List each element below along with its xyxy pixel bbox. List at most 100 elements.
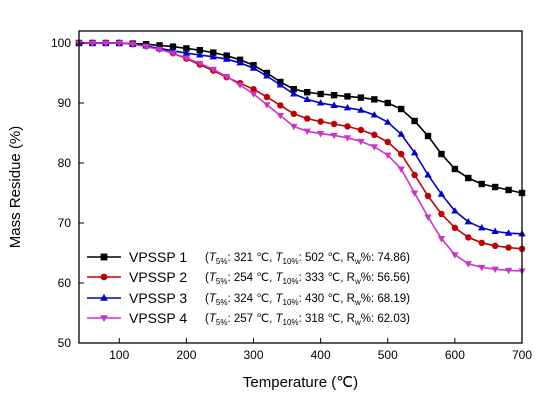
- plot-layer: [75, 39, 526, 275]
- data-point: [357, 138, 365, 146]
- data-point: [491, 242, 499, 249]
- data-point: [182, 55, 191, 62]
- legend-series-name: VPSSP 4: [129, 310, 187, 326]
- x-axis-label: Temperature (℃): [243, 374, 358, 391]
- data-point: [249, 64, 258, 71]
- y-axis-label: Mass Residue (%): [7, 126, 24, 249]
- data-point: [236, 82, 244, 89]
- data-point: [303, 95, 311, 102]
- x-tick-label: 100: [109, 348, 129, 362]
- data-point: [424, 171, 432, 178]
- data-point: [384, 118, 392, 125]
- data-point: [330, 101, 338, 108]
- x-tick-label: 200: [176, 348, 196, 362]
- data-point: [451, 252, 459, 259]
- data-point: [209, 52, 217, 60]
- legend-marker: [100, 315, 108, 323]
- data-point: [410, 148, 419, 156]
- series-line: [79, 42, 523, 194]
- y-tick-label: 60: [58, 276, 72, 290]
- data-point: [102, 40, 110, 47]
- data-point: [357, 94, 365, 101]
- legend-series-name: VPSSP 1: [129, 249, 187, 265]
- x-tick-label: 500: [378, 348, 398, 362]
- data-point: [491, 183, 499, 191]
- data-point: [410, 190, 419, 197]
- data-point: [209, 66, 217, 74]
- data-point: [115, 40, 123, 47]
- data-point: [142, 44, 150, 51]
- series-4: [75, 40, 526, 275]
- y-tick-label: 70: [58, 216, 72, 230]
- data-point: [370, 111, 379, 118]
- data-point: [250, 86, 257, 93]
- data-point: [330, 92, 338, 99]
- legend-marker: [100, 253, 108, 261]
- data-point: [397, 166, 405, 173]
- data-point: [210, 49, 217, 56]
- data-point: [357, 126, 365, 134]
- data-point: [437, 236, 446, 243]
- data-point: [196, 51, 204, 58]
- x-tick-label: 400: [311, 348, 331, 362]
- data-point: [88, 40, 97, 47]
- data-point: [316, 131, 325, 138]
- y-tick-label: 80: [58, 156, 72, 170]
- data-point: [303, 128, 311, 136]
- data-point: [424, 192, 432, 200]
- legend-annotation: (T5%: 257 ℃, T10%: 318 ℃, Rw%: 62.03): [205, 313, 410, 327]
- data-point: [317, 118, 324, 125]
- data-point: [411, 117, 418, 125]
- data-point: [411, 171, 418, 179]
- data-point: [316, 99, 325, 106]
- data-point: [491, 266, 499, 274]
- data-point: [304, 115, 311, 122]
- data-point: [263, 72, 271, 79]
- legend-series-name: VPSSP 2: [129, 269, 187, 285]
- data-point: [397, 105, 405, 113]
- legend-item: VPSSP 3 (T5%: 324 ℃, T10%: 430 ℃, Rw%: 68…: [87, 290, 410, 307]
- data-point: [249, 91, 258, 98]
- data-point: [397, 130, 405, 137]
- data-point: [437, 190, 446, 197]
- data-point: [344, 93, 351, 100]
- legend-series-name: VPSSP 3: [129, 290, 187, 306]
- data-point: [370, 144, 379, 151]
- data-point: [196, 47, 204, 54]
- data-point: [330, 132, 338, 140]
- data-point: [236, 58, 244, 66]
- legend-annotation: (T5%: 324 ℃, T10%: 430 ℃, Rw%: 68.19): [205, 293, 410, 307]
- axes-layer: 100 200 300 400 500 600 700 50 60 70 80 90 100: [51, 36, 532, 362]
- data-point: [277, 102, 284, 109]
- data-point: [424, 214, 432, 221]
- data-point: [182, 49, 191, 56]
- data-point: [397, 150, 405, 158]
- data-point: [304, 89, 311, 96]
- plot-frame: [78, 30, 523, 344]
- data-point: [491, 227, 499, 234]
- data-point: [504, 229, 513, 236]
- data-point: [276, 81, 285, 88]
- data-point: [357, 106, 365, 113]
- legend-item: VPSSP 4 (T5%: 257 ℃, T10%: 318 ℃, Rw%: 62…: [87, 310, 410, 327]
- data-point: [424, 132, 432, 140]
- series-line: [79, 42, 523, 235]
- legend-item: VPSSP 2 (T5%: 254 ℃, T10%: 333 ℃, Rw%: 56…: [87, 269, 410, 286]
- legend-annotation: (T5%: 254 ℃, T10%: 333 ℃, Rw%: 56.56): [205, 272, 410, 286]
- data-point: [371, 131, 378, 138]
- data-point: [465, 174, 472, 182]
- data-point: [196, 60, 204, 68]
- data-point: [465, 234, 472, 241]
- data-point: [384, 152, 392, 160]
- data-point: [169, 50, 177, 58]
- data-point: [371, 96, 378, 103]
- data-point: [451, 165, 459, 173]
- x-tick-label: 700: [512, 348, 532, 362]
- data-point: [505, 244, 512, 251]
- series-3: [75, 39, 526, 237]
- data-point: [478, 223, 486, 231]
- data-point: [451, 207, 459, 214]
- x-tick-label: 600: [445, 348, 465, 362]
